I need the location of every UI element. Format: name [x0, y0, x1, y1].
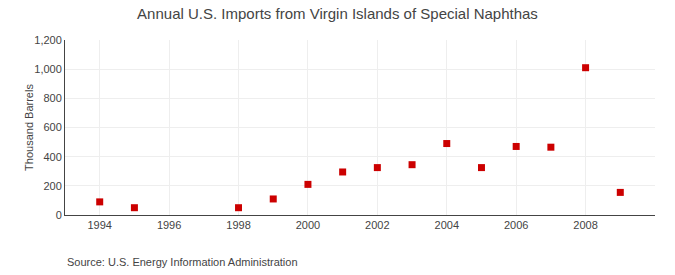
- svg-text:2006: 2006: [504, 219, 528, 231]
- svg-text:200: 200: [43, 180, 61, 192]
- svg-text:800: 800: [43, 92, 61, 104]
- svg-text:2004: 2004: [435, 219, 459, 231]
- svg-text:2000: 2000: [296, 219, 320, 231]
- svg-text:2008: 2008: [573, 219, 597, 231]
- svg-text:400: 400: [43, 151, 61, 163]
- svg-text:1,000: 1,000: [34, 63, 62, 75]
- svg-text:1994: 1994: [87, 219, 111, 231]
- svg-text:600: 600: [43, 121, 61, 133]
- svg-text:Annual U.S. Imports from Virgi: Annual U.S. Imports from Virgin Islands …: [137, 5, 538, 22]
- svg-text:2002: 2002: [365, 219, 389, 231]
- svg-text:1998: 1998: [226, 219, 250, 231]
- svg-text:Thousand Barrels: Thousand Barrels: [23, 84, 35, 171]
- svg-text:0: 0: [56, 209, 62, 221]
- svg-text:Source: U.S. Energy Informatio: Source: U.S. Energy Information Administ…: [67, 256, 298, 268]
- svg-text:1,200: 1,200: [34, 34, 62, 46]
- svg-text:1996: 1996: [157, 219, 181, 231]
